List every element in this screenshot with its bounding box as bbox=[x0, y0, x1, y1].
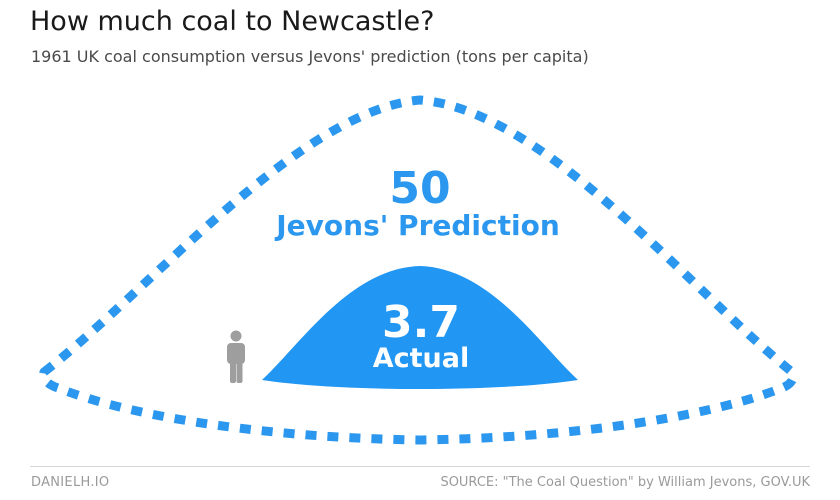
prediction-pile-outline bbox=[39, 95, 798, 445]
actual-series-label: Actual bbox=[373, 343, 470, 374]
chart-subtitle: 1961 UK coal consumption versus Jevons' … bbox=[31, 47, 589, 66]
actual-pile bbox=[262, 266, 578, 389]
footer-divider bbox=[30, 466, 810, 467]
actual-value-label: 3.7 bbox=[382, 297, 460, 348]
prediction-series-label: Jevons' Prediction bbox=[274, 209, 560, 242]
footer-credit: DANIELH.IO bbox=[31, 475, 110, 490]
chart-title: How much coal to Newcastle? bbox=[30, 6, 435, 37]
prediction-value-label: 50 bbox=[389, 163, 450, 214]
person-icon bbox=[227, 330, 245, 383]
footer-source: SOURCE: "The Coal Question" by William J… bbox=[440, 475, 810, 490]
